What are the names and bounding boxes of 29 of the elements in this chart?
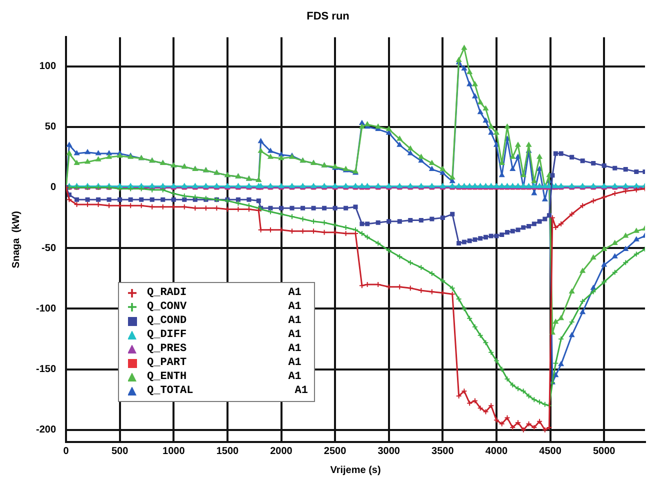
x-tick-label: 1000 (162, 446, 186, 457)
x-tick-label: 2500 (324, 446, 347, 457)
legend-label: Q_CONV A1 (147, 301, 302, 313)
x-tick-label: 4500 (539, 446, 562, 457)
y-axis-title: Snaga (kW) (10, 210, 22, 268)
legend-label: Q_RADI A1 (147, 287, 302, 299)
x-tick-label: 500 (111, 446, 129, 457)
legend-label: Q_DIFF A1 (147, 329, 302, 341)
y-tick-label: 0 (50, 182, 56, 194)
x-tick-label: 1500 (216, 446, 239, 457)
x-axis-title: Vrijeme (s) (330, 464, 381, 476)
y-tick-label: -150 (36, 364, 56, 376)
y-tick-label: -50 (42, 242, 56, 254)
x-tick-label: 3500 (432, 446, 454, 457)
x-tick-label: 2000 (270, 446, 293, 457)
y-tick-label: 100 (39, 61, 56, 72)
y-tick-label: 50 (44, 122, 56, 133)
legend-label: Q_ENTH A1 (147, 371, 302, 383)
legend-label: Q_COND A1 (147, 315, 302, 327)
legend-label: Q_PRES A1 (147, 343, 302, 355)
chart-title: FDS run (306, 10, 350, 23)
legend-label: Q_TOTAL A1 (147, 385, 308, 397)
x-tick-label: 3000 (378, 446, 400, 457)
legend-label: Q_PART A1 (147, 357, 302, 369)
x-tick-label: 5000 (592, 446, 616, 457)
x-tick-label: 0 (63, 446, 70, 457)
y-tick-label: -200 (36, 424, 56, 436)
x-tick-label: 4000 (485, 446, 508, 457)
y-tick-label: -100 (36, 303, 56, 314)
